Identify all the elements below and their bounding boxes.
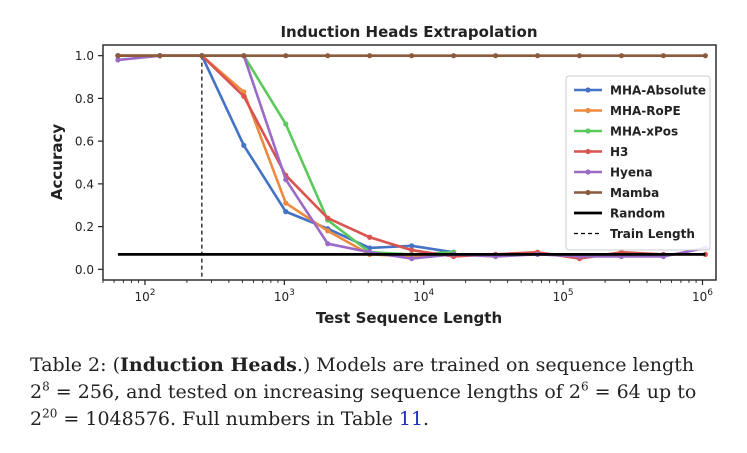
series-line xyxy=(117,54,454,254)
x-tick-label-exponent: 3 xyxy=(289,288,295,298)
chart-svg: Induction Heads Extrapolation Test Seque… xyxy=(48,23,717,327)
series-point xyxy=(534,53,541,59)
x-tick-label-exponent: 4 xyxy=(428,288,434,298)
legend-marker xyxy=(585,87,591,93)
x-tick-label: 104 xyxy=(413,288,434,304)
legend-marker xyxy=(585,169,591,175)
series-point xyxy=(157,53,163,59)
series-point xyxy=(409,53,415,59)
x-tick-label-exponent: 6 xyxy=(707,288,713,298)
series-point xyxy=(409,256,415,262)
series-point xyxy=(283,200,289,206)
series-point xyxy=(199,53,205,59)
table-reference-link[interactable]: 11 xyxy=(398,408,424,430)
caption-line2-b: = 256, and tested on increasing sequence… xyxy=(49,381,581,403)
caption-line3-end: . xyxy=(423,408,430,430)
legend-marker xyxy=(585,107,591,114)
legend-marker xyxy=(585,189,591,196)
series-point xyxy=(367,245,373,251)
series-point xyxy=(283,209,289,215)
series-point xyxy=(325,215,331,221)
series-point xyxy=(409,247,415,253)
caption-line3-b: = 1048576. Full numbers in Table xyxy=(57,408,399,430)
legend-label: Hyena xyxy=(610,166,653,180)
caption-line3-a-sup: 20 xyxy=(42,406,58,421)
caption-line3-a: 2 xyxy=(30,408,43,430)
legend-label: MHA-Absolute xyxy=(610,84,706,98)
series-point xyxy=(325,241,331,247)
series-point xyxy=(409,243,415,249)
x-tick-label: 106 xyxy=(692,288,713,304)
series-point xyxy=(115,57,121,63)
series-point xyxy=(618,53,625,59)
x-axis-label: Test Sequence Length xyxy=(316,309,502,327)
series-point xyxy=(115,53,121,59)
legend-label: H3 xyxy=(610,145,628,159)
legend: MHA-Absolute MHA-RoPE MHA-xPos H3 Hyena Mamba… xyxy=(565,75,711,251)
plot-frame xyxy=(102,44,717,281)
caption-after-bold: .) Models are trained on sequence length xyxy=(296,354,695,376)
x-tick-label-exponent: 5 xyxy=(568,288,574,298)
series-point xyxy=(367,234,373,240)
legend-marker xyxy=(585,148,591,155)
series-point xyxy=(325,53,331,59)
y-axis-label: Accuracy xyxy=(48,124,66,200)
legend-label: MHA-RoPE xyxy=(610,104,681,118)
legend-label: MHA-xPos xyxy=(610,125,678,139)
chart-figure: Induction Heads Extrapolation Test Seque… xyxy=(48,23,717,327)
series-point xyxy=(702,53,708,59)
series-point xyxy=(283,121,289,127)
caption-line2-b-sup: 6 xyxy=(580,379,589,394)
series-line xyxy=(117,54,454,256)
series-point xyxy=(660,53,667,59)
x-tick-label-exponent: 2 xyxy=(150,288,156,298)
chart-title: Induction Heads Extrapolation xyxy=(280,23,537,41)
legend-marker xyxy=(585,128,591,134)
legend-box xyxy=(565,75,711,251)
legend-label: Mamba xyxy=(610,186,659,200)
caption-prefix: Table 2: ( xyxy=(30,354,120,376)
x-tick-label: 105 xyxy=(553,288,574,304)
y-tick-label: 0.4 xyxy=(75,177,94,191)
caption-line2-a-sup: 8 xyxy=(42,379,50,394)
y-tick-label: 0.0 xyxy=(75,263,94,277)
table-caption: Table 2: (Induction Heads.) Models are t… xyxy=(30,352,718,433)
x-tick-label: 102 xyxy=(134,288,155,304)
y-tick-label: 0.8 xyxy=(75,92,94,106)
series-point xyxy=(283,53,289,59)
series-point xyxy=(367,53,373,59)
legend-label: Train Length xyxy=(610,227,695,241)
y-tick-label: 0.2 xyxy=(75,220,94,234)
x-tick-label: 103 xyxy=(274,288,295,304)
series-point xyxy=(325,228,331,234)
series-point xyxy=(241,53,247,59)
series-point xyxy=(283,176,289,183)
caption-bold-title: Induction Heads xyxy=(120,354,297,376)
legend-label: Random xyxy=(610,207,665,221)
y-tick-label: 1.0 xyxy=(75,49,94,63)
series-point xyxy=(492,53,499,59)
series-line xyxy=(117,54,454,258)
caption-line2-c: = 64 up to xyxy=(588,381,697,403)
y-tick-label: 0.6 xyxy=(75,135,94,149)
caption-line2-a: 2 xyxy=(30,381,43,403)
series-point xyxy=(451,53,457,59)
series-point xyxy=(241,142,247,149)
series-point xyxy=(576,53,583,59)
series-point xyxy=(241,93,247,99)
